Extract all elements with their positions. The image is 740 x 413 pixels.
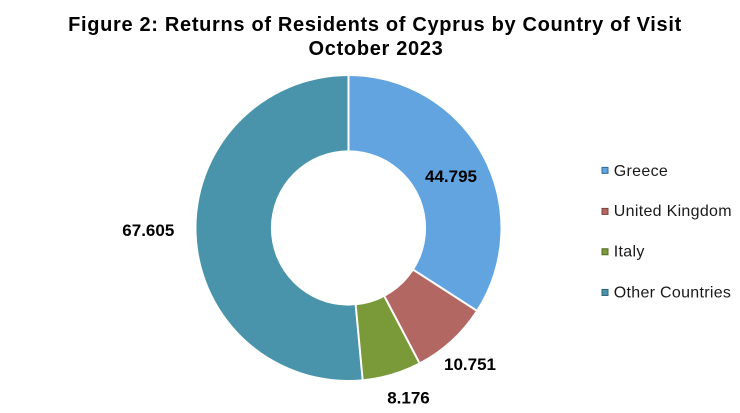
svg-text:10.751: 10.751 — [444, 355, 496, 374]
svg-text:Figure 2: Returns of Residents: Figure 2: Returns of Residents of Cyprus… — [68, 14, 682, 36]
svg-text:44.795: 44.795 — [425, 167, 477, 186]
svg-text:Other Countries: Other Countries — [614, 284, 731, 301]
svg-text:Italy: Italy — [614, 243, 645, 260]
svg-text:8.176: 8.176 — [387, 388, 430, 407]
svg-text:October 2023: October 2023 — [309, 38, 444, 60]
svg-text:Greece: Greece — [614, 163, 668, 180]
svg-text:67.605: 67.605 — [122, 221, 174, 240]
svg-text:United Kingdom: United Kingdom — [614, 203, 732, 220]
